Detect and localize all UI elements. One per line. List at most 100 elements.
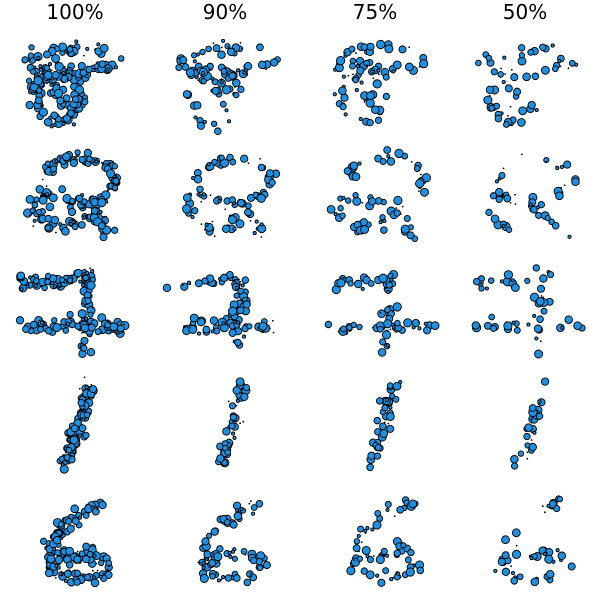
scatter-point — [393, 515, 396, 518]
scatter-point — [383, 319, 393, 329]
scatter-point — [221, 321, 226, 326]
scatter-point — [81, 417, 86, 422]
scatter-point — [262, 566, 265, 569]
scatter-point — [235, 404, 238, 407]
scatter-point — [34, 208, 36, 211]
scatter-point — [243, 578, 252, 587]
scatter-point — [356, 533, 361, 539]
scatter-point — [44, 327, 53, 335]
scatter-point — [526, 451, 529, 454]
scatter-point — [85, 46, 90, 51]
scatter-point — [353, 50, 356, 52]
scatter-point — [498, 171, 506, 180]
scatter-point — [229, 520, 238, 529]
scatter-point — [189, 313, 199, 323]
scatter-point — [98, 559, 105, 567]
scatter-point — [53, 88, 64, 99]
scatter-point — [382, 567, 390, 575]
scatter-point — [230, 549, 236, 554]
scatter-point — [70, 504, 80, 514]
scatter-point — [239, 283, 242, 286]
scatter-point — [69, 435, 79, 445]
scatter-point — [386, 157, 396, 166]
scatter-point — [182, 204, 192, 214]
scatter-point — [66, 524, 75, 533]
scatter-point — [44, 224, 52, 232]
scatter-panel-r1-c3 — [332, 39, 429, 127]
scatter-point — [221, 38, 226, 43]
scatter-point — [221, 46, 223, 49]
scatter-point — [534, 336, 539, 341]
scatter-point — [224, 108, 229, 113]
scatter-point — [236, 306, 245, 315]
scatter-point — [84, 573, 91, 581]
scatter-point — [15, 316, 25, 325]
scatter-panel-r3-c4 — [471, 264, 586, 359]
scatter-point — [74, 53, 77, 56]
scatter-point — [376, 325, 384, 333]
scatter-point — [501, 567, 511, 576]
scatter-point — [555, 191, 564, 201]
scatter-point — [54, 62, 64, 72]
scatter-point — [394, 319, 401, 327]
scatter-point — [19, 287, 24, 292]
scatter-point — [25, 194, 35, 204]
scatter-point — [373, 452, 382, 460]
scatter-point — [402, 326, 405, 329]
scatter-point — [511, 549, 522, 559]
scatter-point — [58, 571, 63, 576]
scatter-point — [326, 205, 336, 214]
scatter-point — [376, 68, 381, 73]
scatter-panel-r2-c1 — [23, 148, 121, 242]
scatter-point — [202, 325, 211, 334]
scatter-panel-r1-c4 — [475, 43, 579, 128]
scatter-point — [117, 55, 125, 62]
scatter-point — [220, 273, 229, 283]
column-title-3: 75% — [352, 0, 398, 24]
scatter-point — [343, 167, 352, 176]
scatter-point — [196, 74, 199, 77]
scatter-point — [51, 317, 58, 324]
scatter-point — [50, 215, 60, 225]
scatter-point — [82, 218, 84, 221]
scatter-point — [353, 559, 356, 562]
scatter-point — [385, 343, 390, 348]
scatter-point — [249, 573, 258, 582]
scatter-point — [352, 192, 359, 199]
scatter-point — [200, 223, 203, 226]
scatter-point — [493, 568, 498, 573]
scatter-point — [217, 50, 226, 60]
scatter-point — [28, 44, 35, 51]
scatter-point — [28, 214, 31, 216]
scatter-point — [111, 163, 119, 170]
scatter-point — [251, 511, 256, 516]
scatter-point — [268, 327, 271, 330]
scatter-point — [73, 578, 81, 586]
scatter-point — [82, 511, 90, 519]
scatter-point — [202, 119, 207, 125]
scatter-point — [247, 215, 250, 218]
scatter-point — [510, 570, 516, 576]
scatter-point — [52, 536, 62, 545]
scatter-point — [406, 231, 415, 240]
scatter-point — [231, 555, 238, 562]
scatter-point — [86, 347, 96, 357]
scatter-point — [363, 100, 366, 103]
scatter-point — [89, 385, 98, 394]
scatter-point — [555, 548, 560, 553]
scatter-point — [231, 431, 236, 436]
scatter-point — [59, 464, 69, 474]
scatter-point — [240, 283, 245, 288]
scatter-point — [560, 186, 562, 189]
scatter-point — [532, 264, 540, 272]
scatter-point — [83, 148, 93, 158]
scatter-point — [360, 43, 369, 51]
scatter-point — [541, 505, 544, 508]
scatter-point — [360, 286, 365, 291]
scatter-point — [542, 552, 547, 557]
scatter-point — [85, 65, 93, 74]
scatter-panel-r5-c2 — [197, 500, 271, 587]
scatter-point — [65, 546, 75, 556]
scatter-point — [221, 575, 226, 580]
scatter-point — [193, 174, 203, 184]
